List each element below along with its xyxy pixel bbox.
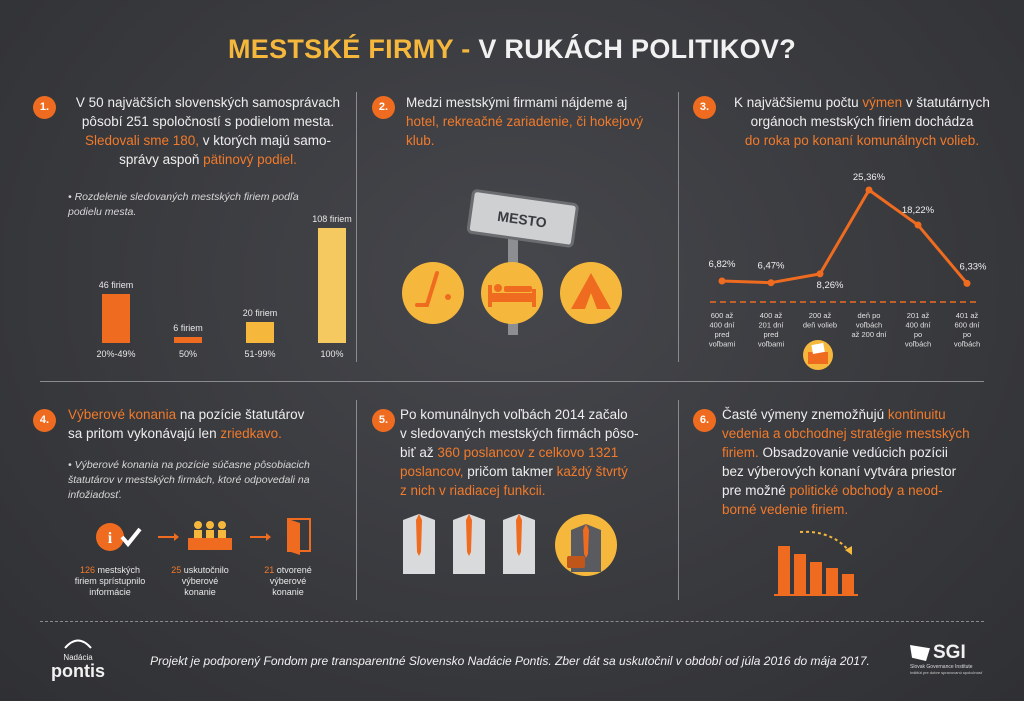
step-text: firiem sprístupnilo: [74, 576, 146, 586]
category-label: 400 až 201 dní pred voľbami: [758, 311, 785, 349]
divider: [40, 381, 984, 382]
divider: [678, 400, 679, 600]
section-number: 1.: [33, 96, 56, 119]
category-label: 401 až 600 dní po voľbách: [954, 311, 981, 349]
step-text: uskutočnilo: [181, 565, 229, 575]
shirt-icon: [453, 514, 485, 574]
info-icon: [96, 523, 124, 551]
shirt-icon: [503, 514, 535, 574]
trend-arrow-icon: [799, 530, 851, 553]
facilities-illustration: MESTO: [402, 189, 622, 335]
data-label: 25,36%: [853, 172, 886, 183]
step-text: konanie: [184, 587, 216, 597]
step-count: 25: [171, 565, 182, 575]
section-number: 2.: [372, 96, 395, 119]
step-text: informácie: [89, 587, 131, 597]
bar-value-label: 108 firiem: [312, 214, 352, 224]
section-number: 3.: [693, 96, 716, 119]
ballot-box-icon: [803, 340, 833, 370]
bar-category-label: 50%: [178, 349, 197, 359]
exchange-line-chart: 6,82% 600 až 400 dní pred voľbami 6,47% 400 až…: [709, 172, 987, 370]
step-text: konanie: [272, 587, 304, 597]
section-6-text: Časté výmeny znemožňujú kontinuitu veden…: [722, 407, 970, 517]
data-label: 18,22%: [902, 205, 935, 216]
data-label: 6,47%: [758, 261, 785, 272]
mesto-sign: MESTO: [466, 189, 579, 248]
check-icon: [120, 527, 142, 548]
bar-category-label: 20%-49%: [96, 349, 136, 359]
series-line: [721, 188, 969, 285]
data-label: 8,26%: [817, 280, 844, 291]
bar-value-label: 46 firiem: [98, 280, 134, 291]
share-bar: [102, 294, 130, 343]
process-step-label: 126 mestských firiem sprístupnilo informác…: [70, 565, 150, 598]
section-number: 6.: [693, 409, 716, 432]
page-title: MESTSKÉ FIRMY - V RUKÁCH POLITIKOV?: [227, 34, 797, 64]
section-1-text: V 50 najväčších slovenských samosprávach…: [75, 95, 341, 167]
svg-text:i: i: [108, 530, 113, 547]
section-5-text: Po komunálnych voľbách 2014 začalo v sle…: [400, 407, 639, 498]
step-text: výberové: [269, 576, 307, 586]
bar-category-label: 51-99%: [244, 349, 276, 359]
category-label: 200 až deň volieb: [803, 311, 837, 330]
process-steps: 126 mestských firiem sprístupnilo informác…: [60, 565, 350, 605]
share-bar: [318, 228, 346, 343]
bar-value-label: 6 firiem: [173, 322, 203, 333]
step-text: výberové: [181, 576, 219, 586]
politicians-illustration: [403, 514, 617, 576]
data-point: [914, 221, 922, 229]
section-4-text: Výberové konania na pozície štatutárov s…: [68, 407, 305, 441]
section-number: 4.: [33, 409, 56, 432]
process-step-label: 25 uskutočnilo výberové konanie: [160, 565, 240, 598]
section-4-note: • Výberové konania na pozície súčasne pô…: [68, 459, 310, 501]
step-count: 21: [264, 565, 275, 575]
open-door-icon: [287, 518, 311, 555]
divider: [356, 400, 357, 600]
committee-icon: [188, 521, 232, 550]
step-count: 126: [79, 565, 95, 575]
sign-text: MESTO: [496, 208, 547, 231]
section-3-text: K najväčšiemu počtu výmen v štatutárnych…: [734, 95, 990, 148]
data-label: 6,33%: [960, 261, 987, 272]
share-bar: [174, 336, 202, 343]
data-point: [767, 279, 775, 287]
data-point: [865, 186, 873, 194]
process-step-label: 21 otvorené výberové konanie: [248, 565, 328, 598]
data-point: [718, 277, 726, 285]
sgi-logo: SGI Slovak Governance Institute Inštitút…: [910, 642, 983, 675]
footer-text: Projekt je podporený Fondom pre transpar…: [150, 654, 870, 668]
arch-icon: [64, 639, 92, 649]
step-text: mestských: [95, 565, 141, 575]
hockey-icon: [402, 262, 464, 324]
share-bar: [246, 321, 274, 343]
footer-divider: [40, 621, 984, 622]
section-2-text: Medzi mestskými firmami nájdeme aj hotel…: [406, 95, 644, 148]
data-label: 6,82%: [709, 259, 736, 270]
arrow-icon: [174, 533, 179, 541]
section-number: 5.: [372, 409, 395, 432]
data-point: [816, 270, 824, 278]
process-icons: i: [96, 518, 311, 555]
shirt-icon: [403, 514, 435, 574]
briefcase-icon: [567, 556, 585, 568]
arrow-icon: [266, 533, 271, 541]
nadacia-pontis-logo: Nadácia pontis: [48, 636, 108, 681]
bar-value-label: 20 firiem: [242, 307, 278, 318]
bar-category-label: 100%: [320, 349, 344, 359]
step-text: otvorené: [274, 565, 312, 575]
sgi-mark-icon: [910, 645, 930, 661]
category-label: deň po voľbách až 200 dní: [851, 311, 887, 339]
category-label: 600 až 400 dní pred voľbami: [709, 311, 736, 349]
share-bar-chart: 46 firiem 20%-49% 6 firiem 50% 20 firiem 51-9…: [60, 214, 351, 365]
data-point: [963, 279, 971, 287]
category-label: 201 až 400 dní po voľbách: [905, 311, 932, 349]
divider: [356, 92, 357, 362]
section-1-note: • Rozdelenie sledovaných mestských firie…: [68, 191, 299, 218]
declining-bars-icon: [774, 530, 858, 596]
divider: [678, 92, 679, 362]
